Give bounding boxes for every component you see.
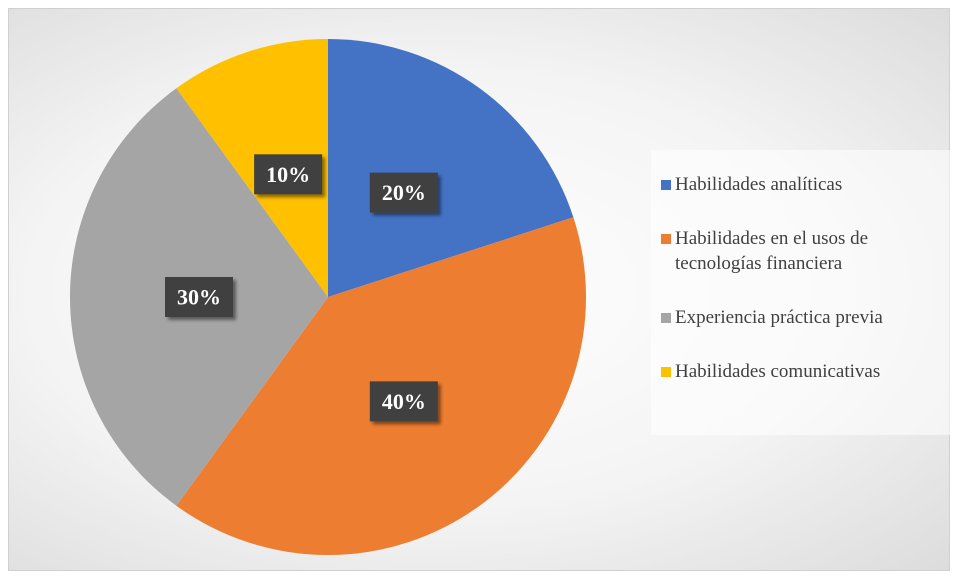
legend-label: Habilidades comunicativas bbox=[675, 361, 881, 382]
data-label-box bbox=[369, 381, 438, 422]
legend: Habilidades analíticas Habilidades en el … bbox=[651, 150, 955, 435]
legend-swatch bbox=[661, 367, 671, 377]
data-label-box bbox=[165, 277, 233, 317]
data-label-text: 20% bbox=[382, 180, 426, 205]
legend-item: Experiencia práctica previa bbox=[661, 305, 949, 330]
data-label: 20% bbox=[369, 172, 438, 213]
data-label-text: 40% bbox=[382, 389, 426, 414]
legend-item: Habilidades comunicativas bbox=[661, 359, 949, 384]
pie-slice bbox=[328, 39, 574, 297]
data-label: 30% bbox=[165, 277, 233, 317]
data-label: 40% bbox=[369, 381, 438, 422]
legend-swatch bbox=[661, 180, 671, 190]
legend-label: Experiencia práctica previa bbox=[675, 307, 883, 328]
legend-label: Habilidades analíticas bbox=[675, 174, 843, 195]
legend-label: Habilidades en el usos de tecnologías fi… bbox=[675, 228, 869, 274]
legend-swatch bbox=[661, 313, 671, 323]
data-label: 10% bbox=[254, 154, 323, 195]
data-label-text: 10% bbox=[266, 162, 310, 187]
legend-item: Habilidades en el usos de tecnologías fi… bbox=[661, 226, 949, 276]
legend-item: Habilidades analíticas bbox=[661, 172, 949, 197]
pie-slice bbox=[176, 39, 328, 297]
data-label-box bbox=[369, 172, 438, 213]
data-label-text: 30% bbox=[177, 285, 221, 310]
legend-swatch bbox=[661, 234, 671, 244]
data-label-box bbox=[254, 154, 323, 195]
